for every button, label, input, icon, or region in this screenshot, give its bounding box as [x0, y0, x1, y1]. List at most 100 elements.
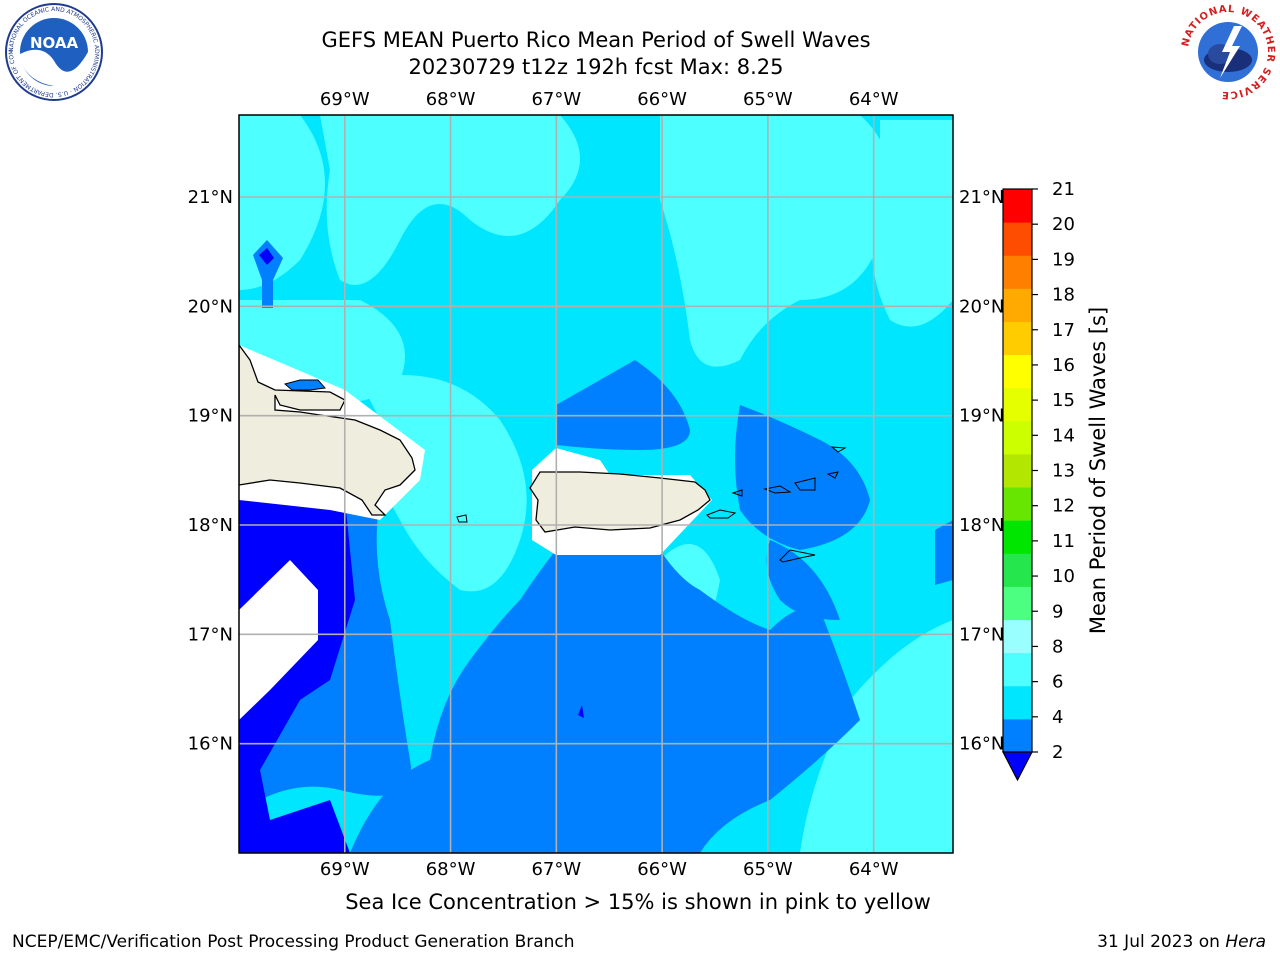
- chart-subtitle: 20230729 t12z 192h fcst Max: 8.25: [408, 55, 784, 79]
- lat-label-right: 21°N: [959, 187, 1004, 208]
- colorbar-segment: [1003, 586, 1032, 621]
- period-6-8-region: [800, 620, 953, 853]
- colorbar-segment: [1003, 619, 1032, 654]
- colorbar-tick-label: 9: [1052, 601, 1063, 622]
- colorbar-segment: [1003, 520, 1032, 554]
- colorbar-segment: [1003, 420, 1032, 455]
- colorbar-tick-label: 2: [1052, 742, 1063, 763]
- lat-label-left: 19°N: [188, 406, 233, 427]
- island: [456, 514, 468, 523]
- lon-label-bottom: 68°W: [426, 859, 476, 880]
- lon-label-bottom: 69°W: [320, 859, 370, 880]
- period-6-8-region: [360, 375, 527, 592]
- lat-label-right: 19°N: [959, 406, 1004, 427]
- colorbar-segment: [1003, 553, 1032, 587]
- footer-host: Hera: [1225, 932, 1266, 952]
- period-6-8-region: [872, 120, 953, 327]
- lon-label-bottom: 65°W: [743, 859, 793, 880]
- colorbar-segment: [1003, 288, 1032, 322]
- island: [826, 471, 839, 479]
- masked-area: [239, 560, 318, 720]
- colorbar-segment: [1003, 321, 1032, 356]
- footer-date-text: 31 Jul 2023 on: [1097, 932, 1226, 952]
- island: [794, 477, 816, 491]
- colorbar-under-arrow: [1002, 751, 1033, 782]
- colorbar-tick-label: 15: [1052, 390, 1075, 411]
- lat-label-right: 17°N: [959, 624, 1004, 645]
- period-below-2-region: [259, 248, 274, 265]
- map-plot-area: 69°W 69°W 68°W 68°W 67°W 67°W 66°W 66°W 65°W 65°W…: [188, 89, 1005, 880]
- lon-label-bottom: 67°W: [531, 859, 581, 880]
- lon-label-top: 65°W: [743, 89, 793, 110]
- period-6-8-region: [660, 115, 892, 367]
- colorbar-tick-label: 12: [1052, 496, 1075, 517]
- period-6-8-region: [792, 175, 860, 282]
- colorbar-tick-label: 17: [1052, 320, 1075, 341]
- island: [779, 549, 816, 563]
- island: [731, 489, 743, 497]
- island: [763, 485, 792, 494]
- colorbar-segment: [1003, 685, 1032, 720]
- colorbar-segment: [1003, 354, 1032, 389]
- period-2-4-region: [935, 520, 953, 585]
- period-2-4-region: [253, 240, 283, 308]
- lat-label-right: 18°N: [959, 515, 1004, 536]
- period-2-4-region: [556, 360, 690, 450]
- period-2-4-region: [766, 540, 840, 620]
- colorbar-tick-label: 4: [1052, 707, 1063, 728]
- map-frame: [238, 114, 954, 854]
- colorbar-tick-label: 11: [1052, 531, 1075, 552]
- period-below-2-region: [578, 705, 584, 718]
- nws-logo-icon: NATIONAL WEATHER SERVICE: [1180, 4, 1276, 100]
- colorbar-segment: [1003, 222, 1032, 256]
- lon-label-top: 68°W: [426, 89, 476, 110]
- colorbar-tick-label: 10: [1052, 566, 1075, 587]
- colorbar-segment: [1003, 387, 1032, 422]
- sea-ice-caption: Sea Ice Concentration > 15% is shown in …: [345, 890, 931, 914]
- lon-label-top: 64°W: [849, 89, 899, 110]
- lat-label-right: 20°N: [959, 296, 1004, 317]
- svg-text:NOAA: NOAA: [30, 34, 79, 52]
- footer-date: 31 Jul 2023 on Hera: [1097, 932, 1266, 952]
- period-2-4-region: [350, 550, 860, 853]
- colorbar-tick-label: 16: [1052, 355, 1075, 376]
- colorbar-tick-label: 6: [1052, 672, 1063, 693]
- colorbar-segment: [1003, 652, 1032, 687]
- island: [283, 379, 326, 391]
- lat-label-left: 17°N: [188, 624, 233, 645]
- lat-label-left: 16°N: [188, 734, 233, 755]
- chart-title: GEFS MEAN Puerto Rico Mean Period of Swe…: [321, 28, 871, 52]
- colorbar-segment: [1003, 453, 1032, 488]
- puerto-rico-landmass: [529, 471, 711, 533]
- lat-label-right: 16°N: [959, 734, 1004, 755]
- colorbar: 2 4 6 8 9 10 11 12 13 14 15 16 17 18 19 20 21 Mean Period…: [1002, 179, 1110, 782]
- lon-label-bottom: 66°W: [637, 859, 687, 880]
- colorbar-segment: [1003, 255, 1032, 289]
- island: [706, 509, 737, 519]
- colorbar-segment: [1003, 487, 1032, 521]
- lon-label-top: 67°W: [531, 89, 581, 110]
- period-6-8-region: [239, 115, 325, 290]
- colorbar-segment: [1003, 189, 1032, 223]
- lat-label-left: 18°N: [188, 515, 233, 536]
- colorbar-segment: [1003, 718, 1032, 753]
- island: [830, 446, 847, 453]
- lon-label-top: 66°W: [637, 89, 687, 110]
- colorbar-tick-label: 8: [1052, 636, 1063, 657]
- graticule: [239, 115, 953, 853]
- axis-labels: 69°W 69°W 68°W 68°W 67°W 67°W 66°W 66°W 65°W 65°W…: [188, 89, 1005, 880]
- lat-label-left: 20°N: [188, 296, 233, 317]
- colorbar-tick-label: 14: [1052, 425, 1075, 446]
- colorbar-tick-label: 20: [1052, 214, 1075, 235]
- colorbar-tick-label: 13: [1052, 461, 1075, 482]
- hispaniola-landmass: [239, 343, 416, 516]
- lon-label-bottom: 64°W: [849, 859, 899, 880]
- noaa-logo-icon: NATIONAL OCEANIC AND ATMOSPHERIC ADMINIS…: [4, 2, 103, 101]
- period-2-4-region: [735, 405, 870, 550]
- colorbar-tick-label: 21: [1052, 179, 1075, 200]
- colorbar-tick-label: 18: [1052, 285, 1075, 306]
- footer-branch: NCEP/EMC/Verification Post Processing Pr…: [12, 932, 575, 952]
- lon-label-top: 69°W: [320, 89, 370, 110]
- lat-label-left: 21°N: [188, 187, 233, 208]
- colorbar-tick-label: 19: [1052, 249, 1075, 270]
